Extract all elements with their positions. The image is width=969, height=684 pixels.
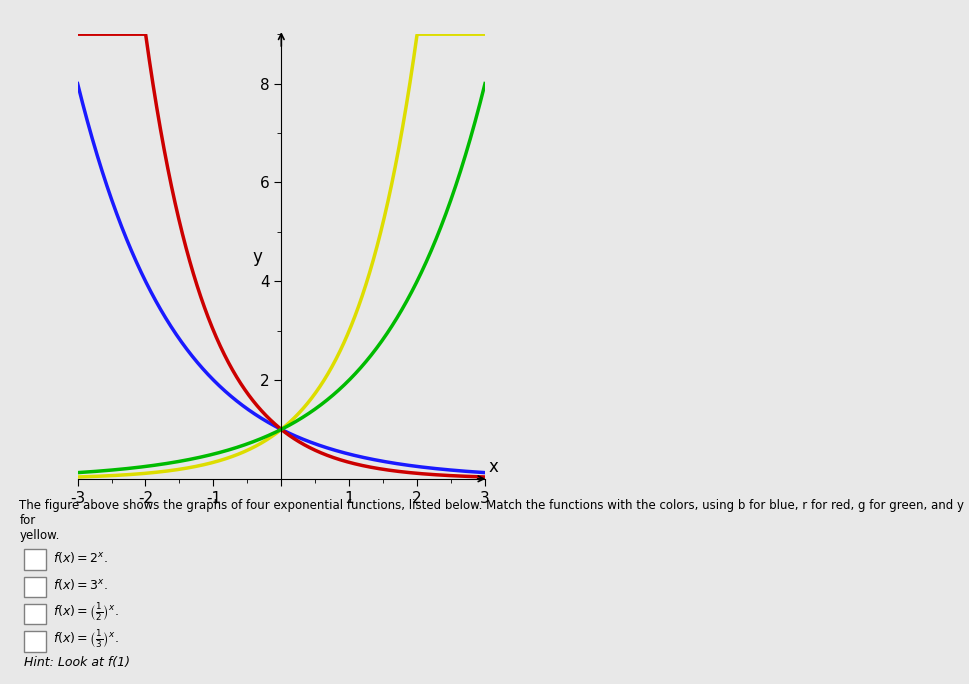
- Text: Hint: Look at f(1): Hint: Look at f(1): [24, 656, 130, 669]
- Text: The figure above shows the graphs of four exponential functions, listed below. M: The figure above shows the graphs of fou…: [19, 499, 963, 542]
- Text: x: x: [487, 458, 498, 476]
- Text: $f(x) = \left(\frac{1}{3}\right)^x.$: $f(x) = \left(\frac{1}{3}\right)^x.$: [53, 629, 119, 650]
- Text: $f(x) = \left(\frac{1}{2}\right)^x.$: $f(x) = \left(\frac{1}{2}\right)^x.$: [53, 601, 119, 623]
- Text: $f(x) = 2^x.$: $f(x) = 2^x.$: [53, 550, 109, 565]
- Text: $f(x) = 3^x.$: $f(x) = 3^x.$: [53, 577, 109, 592]
- Text: y: y: [252, 248, 263, 265]
